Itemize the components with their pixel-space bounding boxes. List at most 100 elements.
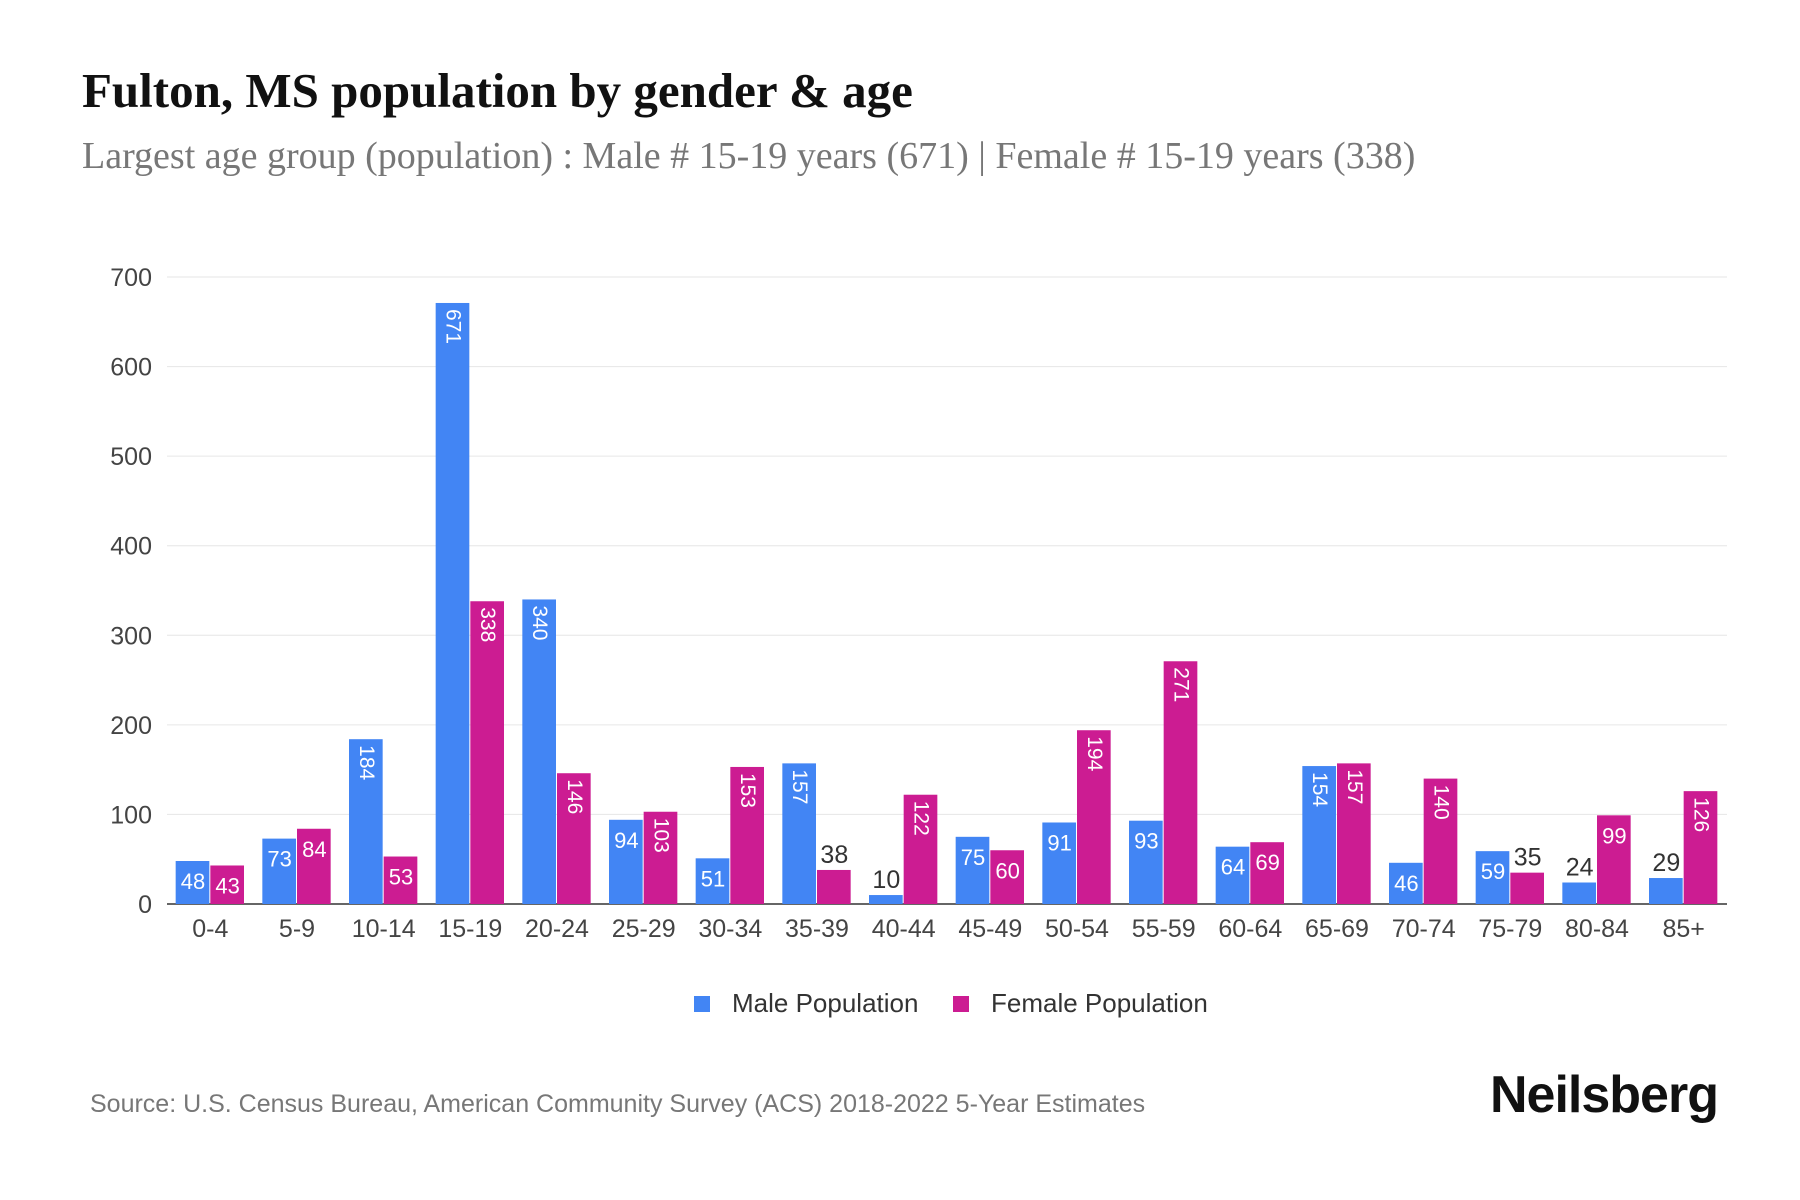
male-bar-45-49 — [955, 836, 990, 904]
male-bar-85+ — [1649, 878, 1683, 904]
legend-item-female: Female Population — [953, 988, 1208, 1019]
x-tick-label: 80-84 — [1565, 915, 1629, 943]
data-label: 140 — [1430, 785, 1453, 820]
data-label: 43 — [215, 873, 239, 898]
x-tick-label: 40-44 — [872, 915, 936, 943]
data-label: 271 — [1170, 667, 1193, 702]
data-label: 48 — [181, 869, 205, 894]
x-tick-label: 70-74 — [1392, 915, 1456, 943]
data-label: 53 — [389, 865, 413, 890]
male-bar-30-34 — [695, 858, 730, 904]
x-tick-label: 85+ — [1662, 915, 1704, 943]
x-tick-label: 5-9 — [279, 915, 315, 943]
source-note: Source: U.S. Census Bureau, American Com… — [90, 1090, 1146, 1118]
data-label: 10 — [872, 866, 900, 894]
y-tick-label: 600 — [110, 354, 152, 382]
x-tick-label: 20-24 — [525, 915, 589, 943]
female-bar-55-59 — [1163, 661, 1198, 904]
female-bar-50-54 — [1077, 730, 1111, 904]
legend-swatch-female — [953, 995, 969, 1012]
male-bar-60-64 — [1215, 846, 1250, 904]
male-bar-25-29 — [609, 819, 643, 904]
y-tick-label: 400 — [110, 533, 152, 561]
data-label: 340 — [528, 605, 551, 640]
male-bar-40-44 — [869, 895, 903, 904]
data-label: 29 — [1652, 849, 1680, 877]
female-bar-60-64 — [1250, 842, 1284, 904]
data-label: 103 — [650, 818, 673, 853]
male-bar-20-24 — [522, 599, 556, 904]
male-bar-75-79 — [1475, 851, 1510, 904]
male-bar-0-4 — [175, 861, 210, 904]
male-bar-70-74 — [1389, 862, 1423, 904]
x-tick-label: 25-29 — [612, 915, 676, 943]
data-label: 69 — [1255, 850, 1279, 875]
x-tick-label: 15-19 — [438, 915, 502, 943]
male-bar-5-9 — [262, 838, 296, 904]
chart-subtitle: Largest age group (population) : Male # … — [82, 135, 1416, 177]
data-label: 184 — [355, 745, 378, 780]
legend-label-male: Male Population — [732, 988, 919, 1018]
y-tick-label: 700 — [110, 264, 152, 292]
legend-item-male: Male Population — [694, 988, 918, 1019]
data-label: 64 — [1221, 855, 1245, 880]
data-label: 671 — [442, 309, 465, 344]
data-label: 46 — [1394, 871, 1418, 896]
x-tick-label: 50-54 — [1045, 915, 1109, 943]
data-label: 73 — [267, 847, 291, 872]
data-label: 75 — [961, 845, 985, 870]
male-bar-50-54 — [1042, 822, 1076, 904]
data-label: 99 — [1602, 823, 1626, 848]
male-bar-35-39 — [782, 763, 816, 904]
data-label: 157 — [788, 769, 811, 804]
x-tick-label: 10-14 — [352, 915, 416, 943]
neilsberg-logo: Neilsberg — [1490, 1066, 1719, 1124]
data-label: 157 — [1343, 769, 1366, 804]
data-label: 153 — [736, 773, 759, 808]
x-tick-label: 55-59 — [1132, 915, 1196, 943]
x-tick-label: 35-39 — [785, 915, 849, 943]
data-label: 194 — [1083, 736, 1106, 771]
female-bar-30-34 — [730, 766, 764, 904]
x-tick-label: 45-49 — [958, 915, 1022, 943]
data-label: 91 — [1047, 830, 1071, 855]
y-tick-label: 200 — [110, 712, 152, 740]
female-bar-25-29 — [643, 811, 678, 904]
data-label: 51 — [701, 866, 725, 891]
female-bar-85+ — [1683, 791, 1718, 904]
female-bar-40-44 — [903, 794, 938, 904]
female-bar-20-24 — [557, 773, 591, 904]
female-bar-5-9 — [297, 828, 331, 904]
x-tick-label: 75-79 — [1478, 915, 1542, 943]
female-bar-70-74 — [1423, 778, 1458, 904]
y-tick-label: 0 — [138, 891, 152, 919]
x-tick-label: 30-34 — [698, 915, 762, 943]
data-label: 94 — [614, 828, 638, 853]
data-label: 122 — [910, 801, 933, 836]
y-tick-label: 300 — [110, 622, 152, 650]
legend-label-female: Female Population — [991, 988, 1208, 1018]
data-label: 154 — [1308, 772, 1331, 807]
data-label: 24 — [1566, 854, 1594, 882]
female-bar-0-4 — [210, 865, 244, 904]
male-bar-15-19 — [435, 302, 470, 904]
female-bar-65-69 — [1337, 763, 1371, 904]
female-bar-75-79 — [1510, 872, 1544, 904]
female-bar-15-19 — [470, 601, 504, 904]
data-label: 60 — [995, 858, 1019, 883]
data-label: 338 — [476, 607, 499, 642]
data-label: 38 — [820, 841, 848, 869]
female-bar-45-49 — [990, 850, 1024, 904]
female-bar-35-39 — [817, 869, 851, 904]
data-label: 126 — [1690, 797, 1713, 832]
x-tick-label: 65-69 — [1305, 915, 1369, 943]
male-bar-65-69 — [1302, 766, 1336, 904]
y-tick-label: 500 — [110, 443, 152, 471]
data-label: 146 — [563, 779, 586, 814]
data-label: 84 — [302, 837, 326, 862]
data-label: 59 — [1481, 859, 1505, 884]
female-bar-10-14 — [383, 856, 418, 904]
x-tick-label: 60-64 — [1218, 915, 1282, 943]
legend-swatch-male — [694, 995, 710, 1012]
